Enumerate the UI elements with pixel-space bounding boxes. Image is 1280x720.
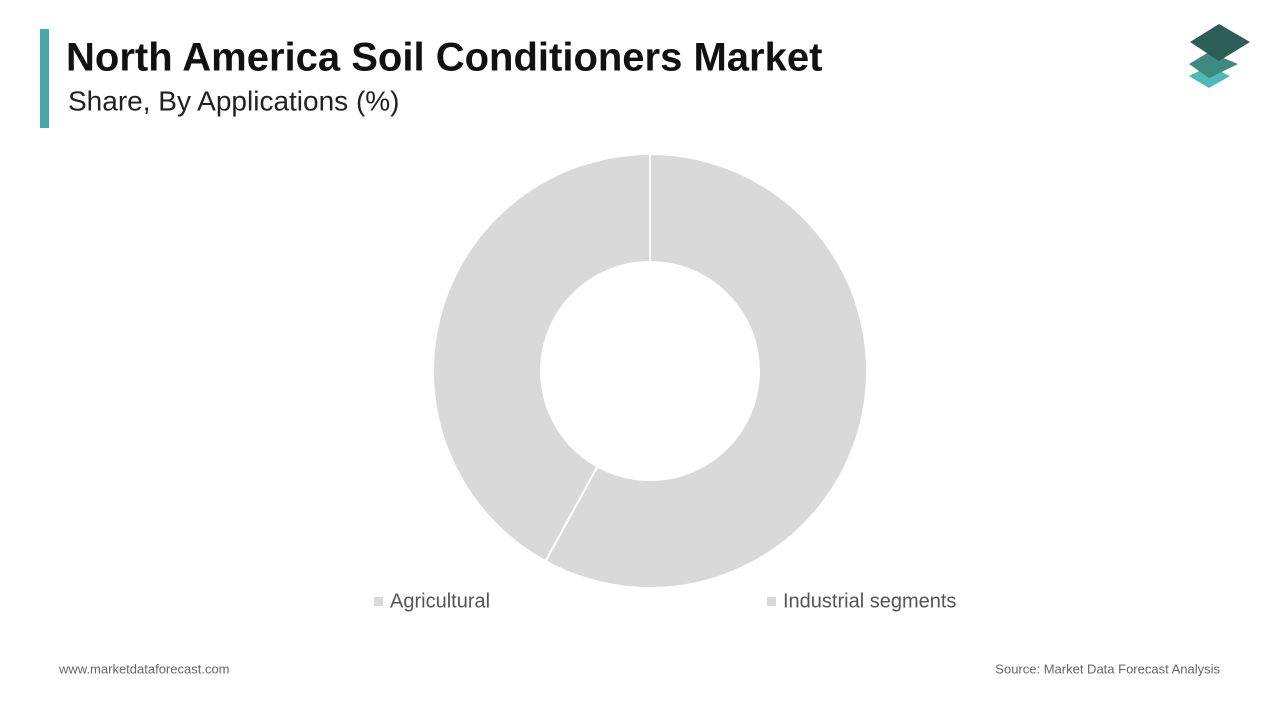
chart-title: North America Soil Conditioners Market (66, 36, 822, 80)
chart-subtitle: Share, By Applications (%) (68, 85, 400, 116)
source: Source: Market Data Forecast Analysis (995, 661, 1220, 676)
donut-slice (431, 152, 651, 563)
title-accent (40, 29, 49, 128)
donut-slice (544, 152, 868, 589)
logo (1189, 24, 1250, 88)
legend-marker (374, 597, 383, 606)
legend-label: Agricultural (390, 590, 490, 612)
legend-marker (767, 597, 776, 606)
website: www.marketdataforecast.com (58, 661, 230, 676)
legend-label: Industrial segments (783, 590, 956, 612)
